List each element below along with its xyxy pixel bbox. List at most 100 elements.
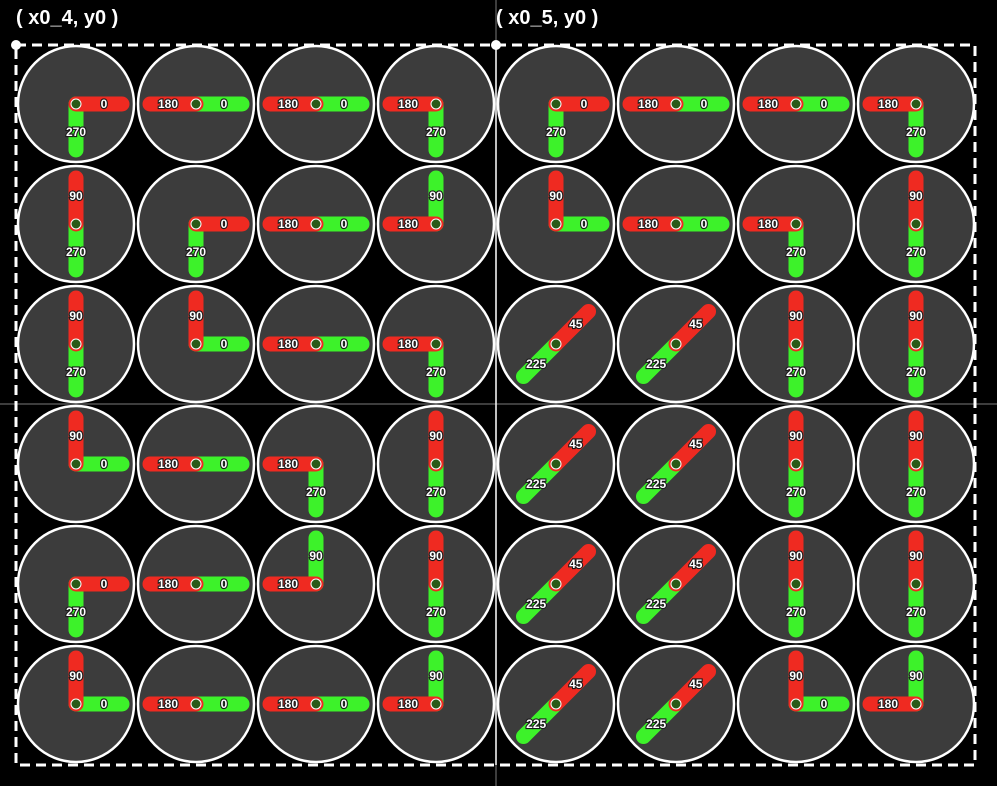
angle-label: 45 (569, 437, 583, 451)
hub-dot (430, 458, 442, 470)
angle-label: 90 (429, 549, 443, 563)
angle-label: 270 (906, 125, 926, 139)
clock-cell: 270 0 (136, 164, 256, 284)
angle-label: 180 (278, 457, 298, 471)
clock-cell: 0 180 (256, 644, 376, 764)
angle-label: 180 (158, 457, 178, 471)
angle-label: 270 (66, 125, 86, 139)
angle-label: 180 (398, 217, 418, 231)
clock-cell: 270 0 (16, 524, 136, 644)
clock-cell: 270 180 (736, 164, 856, 284)
hub-dot (550, 338, 562, 350)
hub-dot (310, 218, 322, 230)
hub-dot (190, 338, 202, 350)
angle-label: 0 (221, 697, 228, 711)
angle-label: 0 (221, 217, 228, 231)
hub-dot (190, 698, 202, 710)
angle-label: 270 (906, 245, 926, 259)
hub-dot (790, 698, 802, 710)
angle-label: 45 (569, 557, 583, 571)
hub-dot (70, 338, 82, 350)
hub-dot (670, 458, 682, 470)
hand-red (668, 303, 717, 352)
angle-label: 0 (221, 337, 228, 351)
hub-dot (430, 98, 442, 110)
angle-label: 270 (306, 485, 326, 499)
angle-label: 45 (689, 437, 703, 451)
hub-dot (310, 338, 322, 350)
clock-cell: 270 90 (736, 284, 856, 404)
angle-label: 225 (526, 597, 546, 611)
clock-cell: 0 90 (16, 644, 136, 764)
hub-dot (70, 698, 82, 710)
angle-label: 180 (878, 697, 898, 711)
angle-label: 270 (426, 365, 446, 379)
clock-cell: 270 90 (376, 524, 496, 644)
angle-label: 90 (69, 309, 83, 323)
angle-label: 270 (186, 245, 206, 259)
angle-label: 0 (221, 457, 228, 471)
angle-label: 90 (429, 189, 443, 203)
clock-cell: 0 90 (16, 404, 136, 524)
clock-cell: 90 180 (376, 644, 496, 764)
angle-label: 180 (758, 217, 778, 231)
angle-label: 90 (909, 549, 923, 563)
angle-label: 90 (189, 309, 203, 323)
clock-cell: 0 180 (616, 44, 736, 164)
hub-dot (910, 338, 922, 350)
clock-cell: 225 45 (616, 284, 736, 404)
clock-cell: 270 180 (856, 44, 976, 164)
clock-cell: 225 45 (616, 404, 736, 524)
clock-cell: 270 90 (856, 164, 976, 284)
angle-label: 0 (341, 97, 348, 111)
angle-label: 90 (909, 189, 923, 203)
hub-dot (790, 578, 802, 590)
hub-dot (550, 698, 562, 710)
hub-dot (190, 458, 202, 470)
hub-dot (790, 98, 802, 110)
hub-dot (70, 218, 82, 230)
hub-dot (190, 578, 202, 590)
hub-dot (70, 98, 82, 110)
clock-cell: 0 180 (136, 524, 256, 644)
hand-red (668, 423, 717, 472)
marker-dot-right (491, 40, 501, 50)
angle-label: 90 (429, 669, 443, 683)
clock-cell: 225 45 (616, 644, 736, 764)
clock-cell: 0 180 (616, 164, 736, 284)
hand-green (515, 696, 564, 745)
clock-cell: 270 180 (256, 404, 376, 524)
angle-label: 90 (789, 309, 803, 323)
angle-label: 270 (786, 365, 806, 379)
angle-label: 0 (101, 697, 108, 711)
selection-box-dashed (14, 43, 977, 767)
clock-cell: 270 90 (856, 524, 976, 644)
angle-label: 180 (278, 97, 298, 111)
angle-label: 225 (646, 717, 666, 731)
clock-cell: 0 90 (136, 284, 256, 404)
angle-label: 270 (906, 485, 926, 499)
clock-cell: 225 45 (616, 524, 736, 644)
angle-label: 225 (526, 717, 546, 731)
angle-label: 180 (398, 697, 418, 711)
angle-label: 0 (701, 217, 708, 231)
angle-label: 270 (786, 605, 806, 619)
hub-dot (910, 458, 922, 470)
angle-label: 270 (66, 365, 86, 379)
clock-cell: 225 45 (496, 524, 616, 644)
hub-dot (670, 98, 682, 110)
clock-cell: 270 90 (16, 284, 136, 404)
hub-dot (70, 578, 82, 590)
angle-label: 225 (646, 477, 666, 491)
angle-label: 0 (821, 97, 828, 111)
hub-dot (430, 578, 442, 590)
angle-label: 270 (786, 485, 806, 499)
angle-label: 270 (66, 245, 86, 259)
hub-dot (670, 698, 682, 710)
clock-cell: 270 90 (856, 284, 976, 404)
angle-label: 270 (786, 245, 806, 259)
clock-cell: 0 180 (136, 44, 256, 164)
hand-green (635, 696, 684, 745)
hand-green (515, 456, 564, 505)
